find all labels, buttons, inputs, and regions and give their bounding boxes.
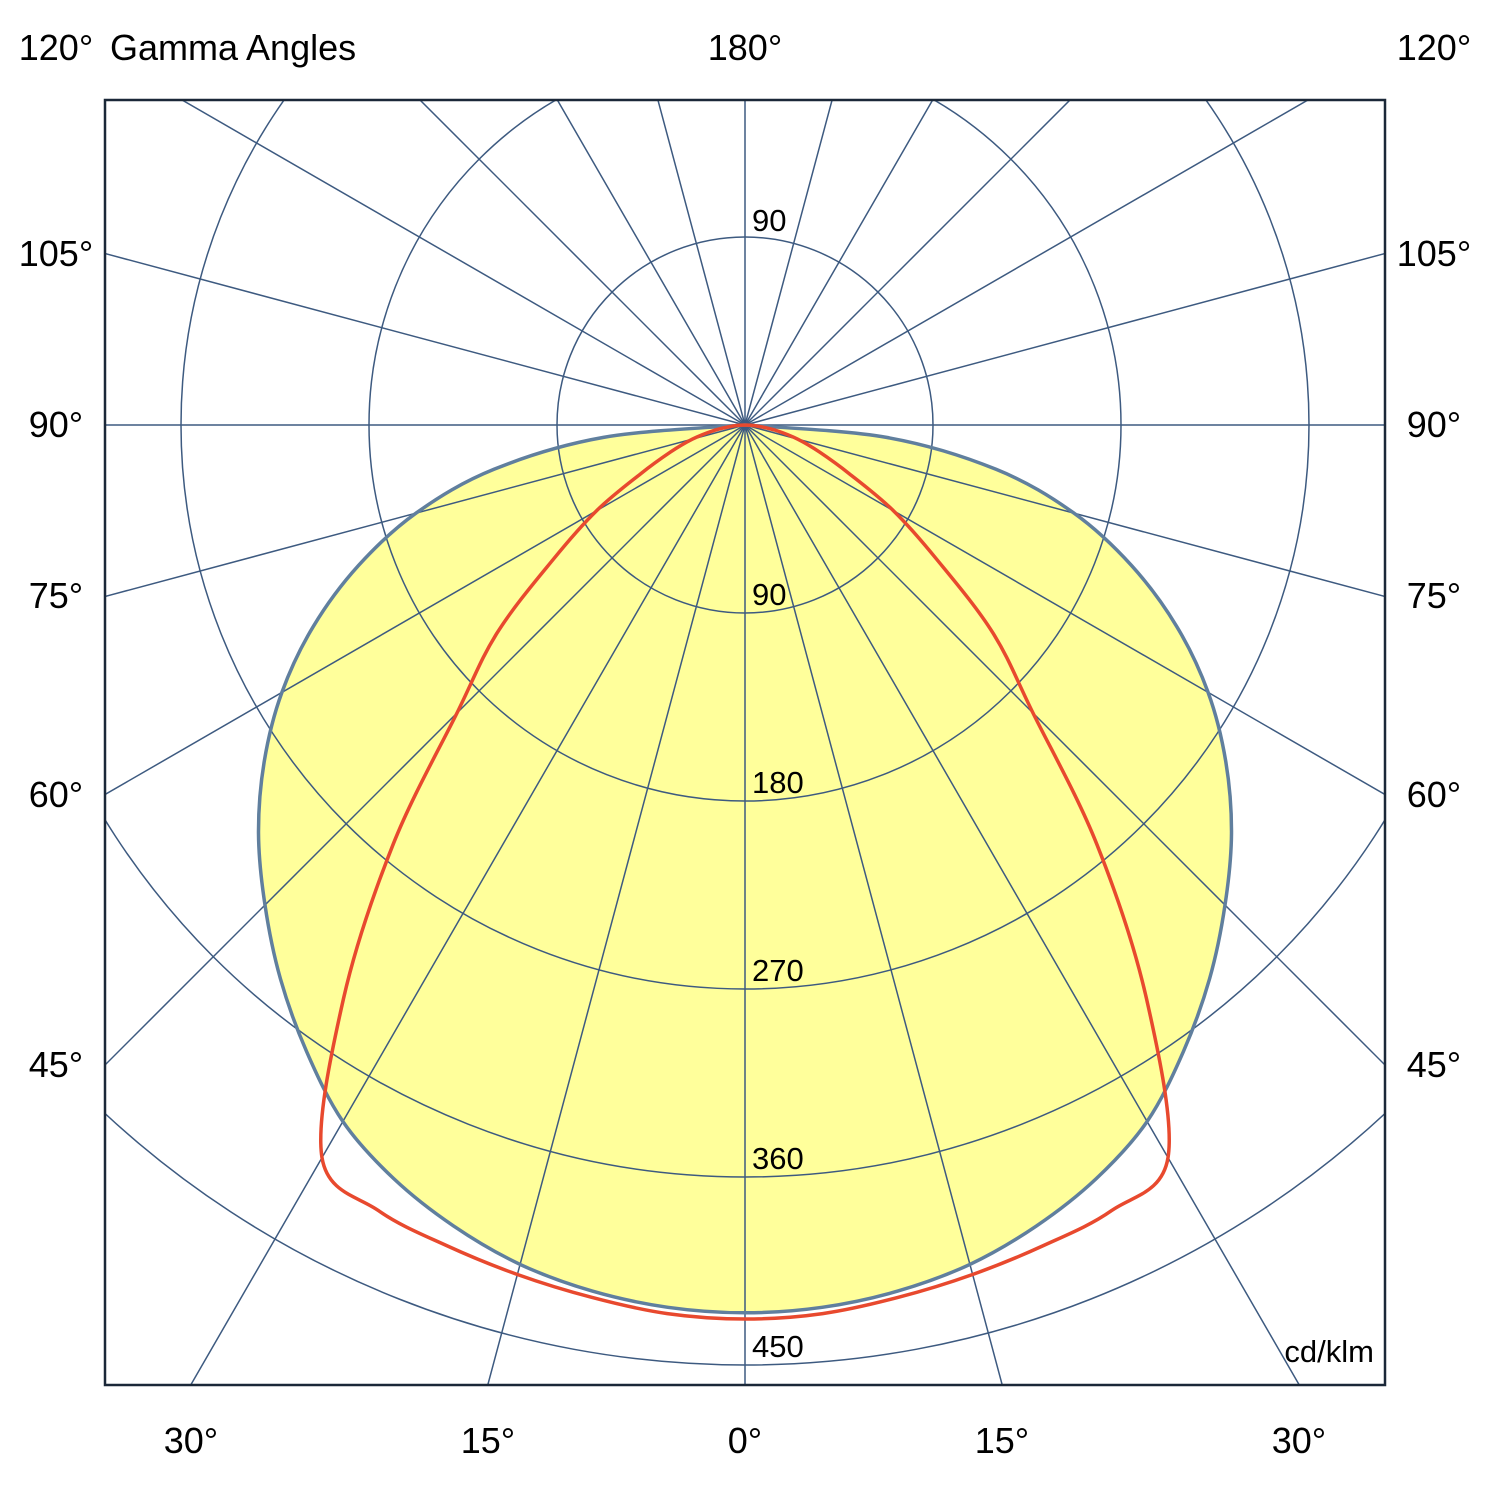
axis-label-right-45: 45°: [1407, 1044, 1461, 1085]
gamma-ray-line: [744, 100, 1072, 426]
ring-label-top-90: 90: [752, 203, 786, 238]
axis-label-top-right-120: 120°: [1397, 27, 1471, 68]
unit-label: cd/klm: [1284, 1334, 1374, 1369]
axis-label-right-105: 105°: [1397, 233, 1471, 274]
gamma-ray-line: [189, 424, 746, 1385]
axis-label-bottom-l15: 15°: [461, 1420, 515, 1461]
axis-label-top-left-120: 120°: [19, 27, 93, 68]
gamma-ray-line: [744, 424, 1385, 598]
gamma-ray-line: [105, 424, 746, 796]
axis-label-left-75: 75°: [29, 575, 83, 616]
gamma-ray-line: [744, 100, 934, 426]
chart-title: Gamma Angles: [110, 27, 356, 68]
gamma-ray-line: [744, 252, 1385, 426]
gamma-ray-line: [744, 424, 1385, 796]
gamma-ray-line: [744, 424, 1385, 1067]
gamma-ray-line: [105, 424, 746, 598]
ring-label-90: 90: [752, 577, 786, 612]
axis-label-top-180: 180°: [708, 27, 782, 68]
axis-label-bottom-r30: 30°: [1272, 1420, 1326, 1461]
gamma-ray-line: [486, 424, 746, 1385]
gamma-ray-line: [105, 424, 746, 1067]
gamma-ray-line: [744, 100, 1310, 426]
gamma-ray-line: [744, 424, 1004, 1385]
ring-label-270: 270: [752, 953, 804, 988]
plot-border: [103, 98, 1387, 1387]
gamma-ray-line: [744, 424, 1301, 1385]
axis-label-right-90: 90°: [1407, 404, 1461, 445]
gamma-ray-line: [556, 100, 746, 426]
ring-label-360: 360: [752, 1141, 804, 1176]
axis-label-right-75: 75°: [1407, 575, 1461, 616]
axis-label-left-105: 105°: [19, 233, 93, 274]
axis-label-right-60: 60°: [1407, 774, 1461, 815]
axis-label-bottom-r15: 15°: [975, 1420, 1029, 1461]
axis-label-left-60: 60°: [29, 774, 83, 815]
gamma-ray-line: [105, 252, 746, 426]
gamma-ray-line: [418, 100, 746, 426]
gamma-ray-line: [744, 100, 833, 426]
axis-label-bottom-c0: 0°: [728, 1420, 762, 1461]
c0-c180-curve-outline: [256, 423, 1234, 1315]
axis-label-left-45: 45°: [29, 1044, 83, 1085]
gamma-ray-line: [657, 100, 746, 426]
ring-label-180: 180: [752, 765, 804, 800]
axis-label-left-90: 90°: [29, 404, 83, 445]
c90-c270-curve: [319, 423, 1171, 1321]
axis-label-bottom-l30: 30°: [164, 1420, 218, 1461]
gamma-ray-line: [180, 100, 746, 426]
ring-label-450: 450: [752, 1329, 804, 1364]
